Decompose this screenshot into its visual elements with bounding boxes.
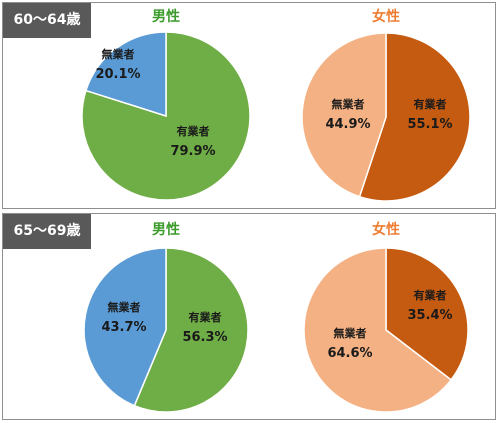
- slice-label: 有業者: [414, 288, 447, 302]
- pie-title: 女性: [372, 8, 400, 25]
- age-group-label: 60〜64歳: [3, 3, 91, 38]
- pie-title: 男性: [152, 8, 180, 25]
- pie-slice-employed: [385, 247, 469, 381]
- pie-slice-employed: [133, 247, 249, 413]
- slice-value: 20.1%: [95, 67, 140, 82]
- pie-slice-employed: [358, 32, 471, 202]
- slice-value: 64.6%: [327, 346, 372, 361]
- slice-value: 56.3%: [182, 330, 227, 345]
- slice-label: 有業者: [414, 97, 447, 111]
- slice-value: 43.7%: [101, 320, 146, 335]
- slice-value: 44.9%: [325, 117, 370, 132]
- age-group-label: 65〜69歳: [3, 214, 91, 249]
- slice-value: 35.4%: [407, 308, 452, 323]
- pie-title: 女性: [372, 221, 400, 238]
- slice-value: 79.9%: [170, 144, 215, 159]
- pie-title: 男性: [152, 221, 180, 238]
- slice-label: 無業者: [334, 326, 367, 340]
- slice-label: 無業者: [102, 47, 135, 61]
- slice-label: 無業者: [108, 300, 141, 314]
- pie-slice-unemployed: [303, 247, 453, 413]
- slice-label: 有業者: [177, 124, 210, 138]
- pie-slice-unemployed: [83, 247, 167, 407]
- pie-slice-unemployed: [85, 31, 167, 118]
- pie-slice-unemployed: [301, 32, 387, 198]
- slice-label: 有業者: [189, 310, 222, 324]
- slice-label: 無業者: [332, 97, 365, 111]
- slice-value: 55.1%: [407, 117, 452, 132]
